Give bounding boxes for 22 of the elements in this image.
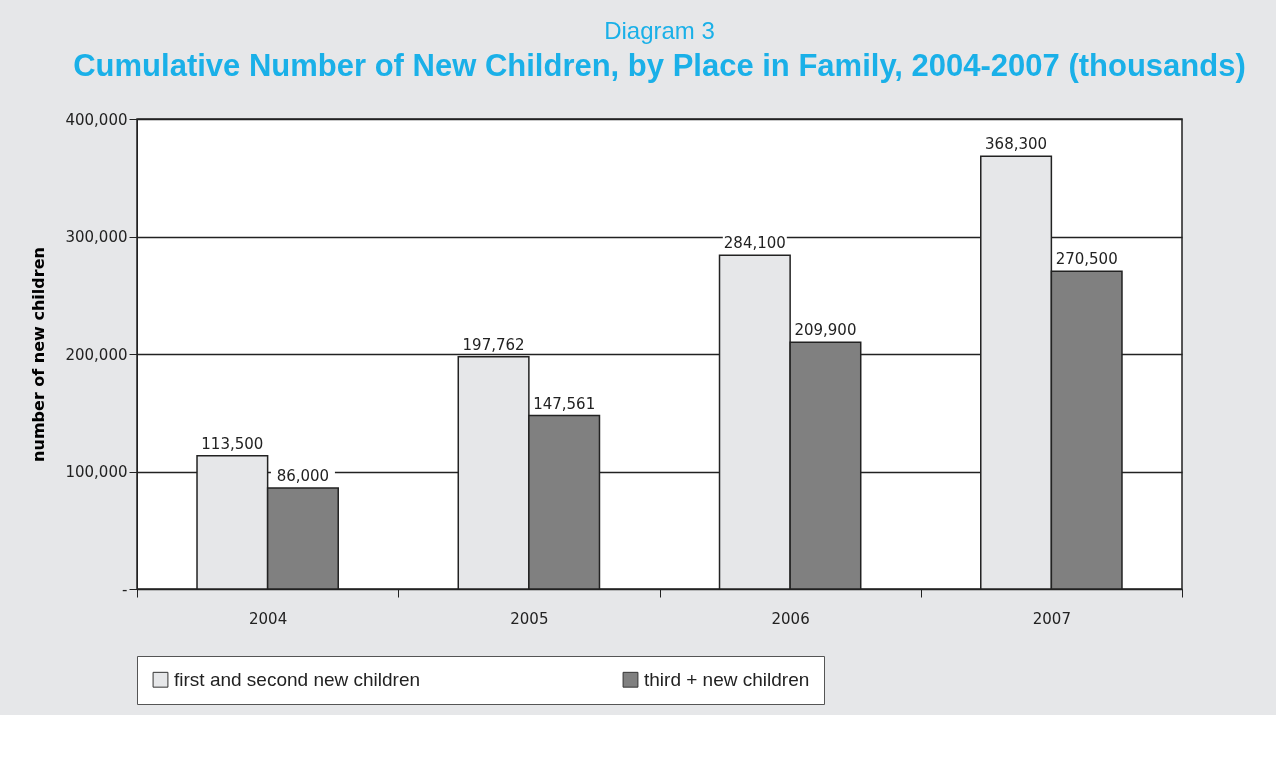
y-axis-title: number of new children: [29, 247, 49, 462]
legend-label: first and second new children: [174, 668, 421, 690]
data-label: 368,300: [985, 135, 1048, 154]
y-tick-label: 300,000: [65, 228, 128, 246]
data-label: 86,000: [276, 466, 330, 485]
x-tick-label: 2005: [510, 609, 549, 628]
y-tick-label: 100,000: [65, 463, 128, 481]
data-label: 197,762: [462, 335, 525, 354]
chart-title: Cumulative Number of New Children, by Place in Family, 2004-2007 (thousands): [73, 48, 1246, 83]
data-label: 113,500: [201, 434, 264, 453]
data-label: 270,500: [1055, 250, 1118, 269]
x-tick-label: 2004: [249, 609, 288, 628]
legend-label: third + new children: [644, 668, 810, 690]
x-tick-label: 2006: [771, 609, 810, 628]
chart-subtitle: Diagram 3: [604, 17, 715, 44]
y-tick-label: 200,000: [65, 345, 128, 364]
x-tick-label: 2007: [1032, 609, 1071, 628]
y-tick-label: 400,000: [65, 110, 128, 129]
y-tick-label: -: [122, 580, 128, 599]
data-label: 284,100: [723, 234, 786, 253]
data-label: 147,561: [533, 394, 596, 413]
data-label: 209,900: [794, 321, 857, 340]
